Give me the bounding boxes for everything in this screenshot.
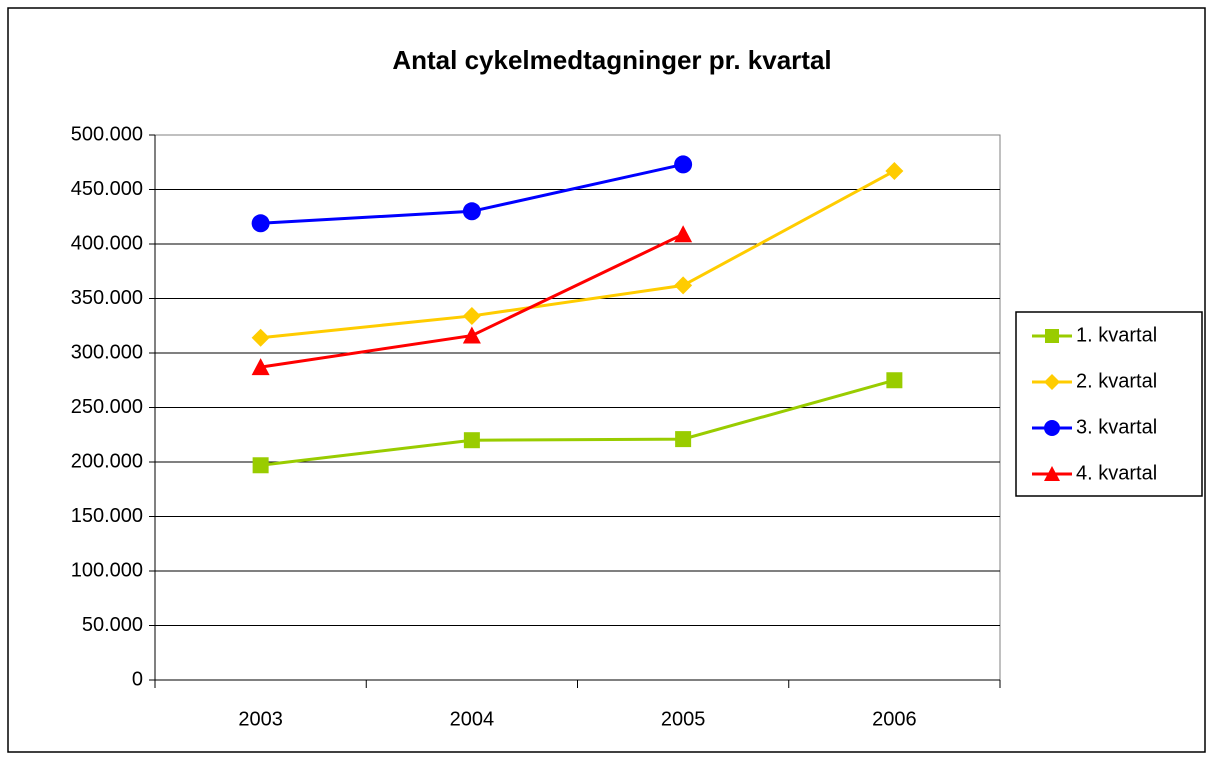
legend-marker [1044, 420, 1060, 436]
marker [462, 306, 481, 325]
y-tick-label: 300.000 [71, 341, 143, 363]
series-line [260, 378, 895, 467]
marker [885, 161, 904, 180]
legend-marker [1044, 374, 1060, 390]
marker [251, 328, 270, 347]
legend-label: 3. kvartal [1076, 416, 1157, 438]
y-tick-label: 200.000 [71, 450, 143, 472]
marker [675, 431, 692, 448]
marker [674, 276, 693, 295]
marker [462, 326, 481, 344]
y-tick-label: 400.000 [71, 232, 143, 254]
marker [886, 372, 903, 389]
chart-title: Antal cykelmedtagninger pr. kvartal [392, 45, 831, 75]
y-tick-label: 350.000 [71, 287, 143, 309]
y-tick-label: 50.000 [82, 614, 143, 636]
y-tick-label: 150.000 [71, 505, 143, 527]
y-tick-label: 500.000 [71, 123, 143, 145]
legend-label: 4. kvartal [1076, 462, 1157, 484]
y-tick-label: 0 [132, 668, 143, 690]
y-tick-label: 450.000 [71, 178, 143, 200]
y-tick-label: 100.000 [71, 559, 143, 581]
marker [251, 358, 270, 376]
x-tick-label: 2003 [238, 708, 283, 730]
legend-label: 2. kvartal [1076, 370, 1157, 392]
marker [252, 457, 269, 474]
marker [251, 214, 270, 233]
series-line [260, 169, 896, 340]
x-tick-label: 2006 [872, 708, 917, 730]
y-tick-label: 250.000 [71, 396, 143, 418]
marker [463, 432, 480, 449]
legend-marker [1044, 466, 1060, 481]
marker [674, 155, 693, 174]
legend-label: 1. kvartal [1076, 324, 1157, 346]
marker [462, 202, 481, 221]
legend-marker [1045, 329, 1059, 343]
x-tick-label: 2005 [661, 708, 706, 730]
marker [674, 225, 693, 243]
x-tick-label: 2004 [450, 708, 495, 730]
